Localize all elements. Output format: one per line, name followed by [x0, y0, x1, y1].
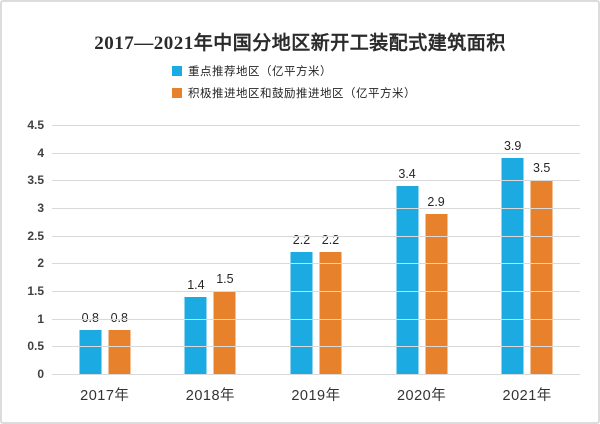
gridline	[52, 374, 580, 375]
bar-series-2: 2.9	[425, 195, 448, 374]
bar-series-1: 3.4	[396, 167, 419, 374]
bar-groups: 0.8 0.8 2017年 1.4 1.5 2018年 2.2 2.2 2019年 3.4 2.9 2…	[52, 125, 580, 404]
gridline	[52, 346, 580, 348]
bar-series-2: 2.2	[319, 233, 342, 374]
x-axis-label: 2017年	[80, 388, 130, 404]
bar-value-label: 2.2	[321, 233, 340, 248]
y-tick-label: 4.5	[27, 118, 44, 132]
bar-pair: 3.4 2.9	[396, 167, 448, 374]
bar-value-label: 3.5	[532, 161, 551, 176]
bar-series-2: 1.5	[213, 272, 236, 374]
bar-series-1: 3.9	[501, 139, 524, 374]
bar-group: 0.8 0.8 2017年	[52, 125, 158, 404]
chart-title: 2017—2021年中国分地区新开工装配式建筑面积	[94, 33, 506, 54]
y-tick-label: 3.5	[27, 173, 44, 188]
gridline	[52, 180, 580, 182]
bar-series-2: 3.5	[530, 161, 553, 374]
gridline	[52, 208, 580, 209]
bar-series-1: 2.2	[290, 233, 313, 374]
bar-group: 3.9 3.5 2021年	[474, 125, 580, 404]
x-axis-label: 2021年	[502, 388, 552, 404]
gridline	[52, 235, 580, 237]
series-2-swatch-icon	[172, 88, 182, 98]
gridline	[52, 152, 580, 154]
plot-area: 0.8 0.8 2017年 1.4 1.5 2018年 2.2 2.2 2019年 3.4 2.9 2…	[52, 125, 580, 404]
y-tick-label: 0.5	[27, 339, 44, 354]
y-tick-label: 2.5	[27, 228, 44, 243]
legend-item-series-1: 重点推荐地区（亿平方米）	[172, 63, 416, 79]
y-tick-label: 2	[37, 256, 44, 271]
bar-series-2: 0.8	[108, 311, 131, 374]
bar-value-label: 2.2	[292, 233, 311, 248]
bar-series-1: 0.8	[79, 311, 102, 374]
legend: 重点推荐地区（亿平方米） 积极推进地区和鼓励推进地区（亿平方米）	[172, 63, 416, 107]
gridline	[52, 291, 580, 292]
bar-pair: 1.4 1.5	[184, 272, 236, 374]
bar-value-label: 1.5	[216, 272, 234, 286]
y-tick-label: 3	[37, 201, 44, 215]
bar-pair: 3.9 3.5	[501, 139, 553, 374]
y-tick-label: 1	[37, 311, 44, 326]
legend-label-series-2: 积极推进地区和鼓励推进地区（亿平方米）	[188, 88, 416, 100]
bar-value-label: 1.4	[187, 277, 205, 292]
bar-value-label: 3.4	[398, 166, 416, 181]
y-tick-label: 0	[37, 367, 44, 381]
bar-pair: 2.2 2.2	[290, 233, 342, 374]
bar-series-1: 1.4	[184, 278, 207, 374]
legend-label-series-1: 重点推荐地区（亿平方米）	[188, 66, 332, 78]
bar-group: 1.4 1.5 2018年	[158, 125, 264, 404]
x-axis-label: 2020年	[396, 388, 447, 404]
bar-pair: 0.8 0.8	[79, 311, 131, 374]
y-tick-label: 1.5	[27, 284, 44, 298]
bar-group: 3.4 2.9 2020年	[369, 125, 475, 404]
y-axis: 0 0.5 1 1.5 2 2.5 3 3.5 4 4.5	[2, 118, 44, 381]
gridline	[52, 318, 580, 320]
legend-item-series-2: 积极推进地区和鼓励推进地区（亿平方米）	[172, 85, 416, 101]
gridline	[52, 125, 580, 126]
bar-group: 2.2 2.2 2019年	[263, 125, 369, 404]
bar-value-label: 3.9	[503, 139, 522, 154]
x-axis-label: 2019年	[291, 388, 341, 404]
gridline	[52, 263, 580, 265]
bar-value-label: 0.8	[111, 311, 128, 325]
x-axis-label: 2018年	[185, 388, 236, 404]
bar-value-label: 2.9	[427, 194, 445, 209]
series-1-swatch-icon	[172, 66, 182, 76]
y-tick-label: 4	[37, 145, 44, 160]
bar-value-label: 0.8	[82, 311, 99, 325]
